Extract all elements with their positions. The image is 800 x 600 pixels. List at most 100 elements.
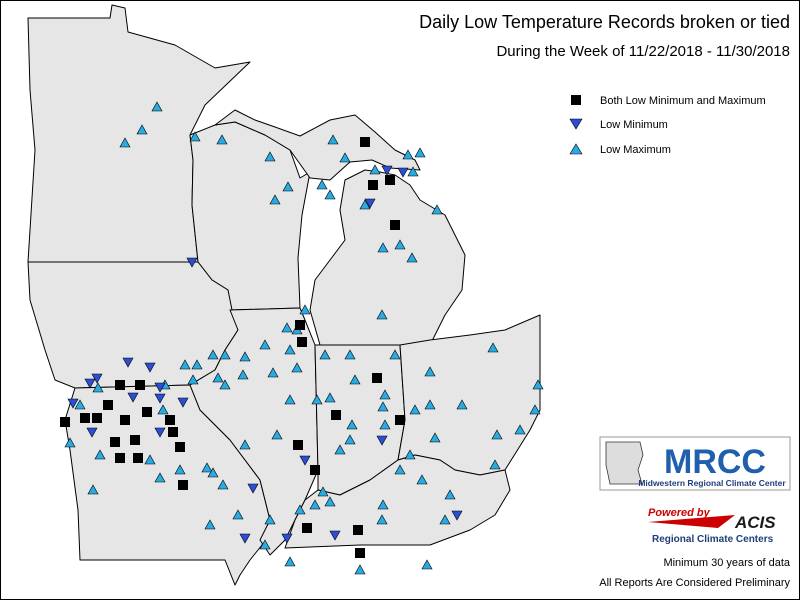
low-maximum-marker <box>414 147 426 158</box>
legend-label: Low Maximum <box>600 144 671 156</box>
low-maximum-marker <box>271 429 283 440</box>
low-maximum-marker <box>264 151 276 162</box>
legend-down-triangle <box>569 118 583 130</box>
low-maximum-marker <box>389 349 401 360</box>
both-record-marker <box>390 220 400 230</box>
low-minimum-marker <box>154 427 166 438</box>
low-maximum-marker <box>377 499 389 510</box>
low-maximum-marker <box>189 131 201 142</box>
both-record-marker <box>302 523 312 533</box>
both-record-marker <box>115 380 125 390</box>
acis-name: Regional Climate Centers <box>652 534 774 545</box>
both-record-marker <box>135 380 145 390</box>
both-record-marker <box>110 437 120 447</box>
low-maximum-marker <box>489 459 501 470</box>
michigan-upper <box>214 109 421 181</box>
low-maximum-marker <box>309 499 321 510</box>
low-maximum-marker <box>64 437 76 448</box>
low-maximum-marker <box>281 322 293 333</box>
low-minimum-marker <box>186 257 198 268</box>
acis-logo: Powered by ACIS Regional Climate Centers <box>648 507 776 545</box>
both-record-marker <box>385 175 395 185</box>
both-record-marker <box>297 337 307 347</box>
both-record-marker <box>368 180 378 190</box>
low-maximum-marker <box>406 252 418 263</box>
powered-by: Powered by <box>648 507 711 519</box>
low-minimum-marker <box>329 530 341 541</box>
both-record-marker <box>353 525 363 535</box>
low-maximum-marker <box>219 379 231 390</box>
low-maximum-marker <box>264 514 276 525</box>
low-maximum-marker <box>316 179 328 190</box>
both-record-marker <box>355 548 365 558</box>
low-maximum-marker <box>424 366 436 377</box>
low-maximum-marker <box>421 559 433 570</box>
both-record-marker <box>331 410 341 420</box>
low-maximum-marker <box>119 137 131 148</box>
low-minimum-marker <box>239 533 251 544</box>
low-maximum-marker <box>324 496 336 507</box>
low-maximum-marker <box>92 382 104 393</box>
note: All Reports Are Considered Preliminary <box>599 577 790 589</box>
low-maximum-marker <box>157 404 169 415</box>
low-maximum-marker <box>416 474 428 485</box>
low-maximum-marker <box>201 462 213 473</box>
low-maximum-marker <box>291 362 303 373</box>
both-record-marker <box>295 320 305 330</box>
low-maximum-marker <box>174 464 186 475</box>
low-maximum-marker <box>317 486 329 497</box>
low-maximum-marker <box>94 449 106 460</box>
low-maximum-marker <box>394 464 406 475</box>
low-minimum-marker <box>84 378 96 389</box>
low-maximum-marker <box>87 484 99 495</box>
both-record-marker <box>165 415 175 425</box>
low-maximum-marker <box>216 134 228 145</box>
low-maximum-marker <box>232 509 244 520</box>
low-maximum-marker <box>379 389 391 400</box>
low-maximum-marker <box>376 514 388 525</box>
low-maximum-marker <box>151 101 163 112</box>
low-maximum-marker <box>284 344 296 355</box>
low-maximum-marker <box>429 432 441 443</box>
low-minimum-marker <box>144 362 156 373</box>
low-maximum-marker <box>207 467 219 478</box>
low-maximum-marker <box>324 392 336 403</box>
low-maximum-marker <box>424 399 436 410</box>
low-maximum-marker <box>191 359 203 370</box>
low-maximum-marker <box>144 454 156 465</box>
low-maximum-marker <box>439 514 451 525</box>
legend-square <box>571 95 581 105</box>
low-maximum-marker <box>354 564 366 575</box>
low-maximum-marker <box>207 349 219 360</box>
low-maximum-marker <box>259 339 271 350</box>
low-maximum-marker <box>284 394 296 405</box>
note: Minimum 30 years of data <box>663 557 790 569</box>
low-maximum-marker <box>311 394 323 405</box>
legend-up-triangle <box>569 143 583 155</box>
both-record-marker <box>372 373 382 383</box>
both-record-marker <box>310 465 320 475</box>
title: Daily Low Temperature Records broken or … <box>419 12 790 32</box>
low-maximum-marker <box>239 351 251 362</box>
low-maximum-marker <box>407 166 419 177</box>
low-maximum-marker <box>179 359 191 370</box>
acis: ACIS <box>734 513 776 532</box>
low-maximum-marker <box>532 379 544 390</box>
legend-label: Low Minimum <box>600 119 668 131</box>
low-maximum-marker <box>267 367 279 378</box>
iowa <box>27 261 239 389</box>
both-record-marker <box>120 415 130 425</box>
low-maximum-marker <box>239 439 251 450</box>
low-minimum-marker <box>154 382 166 393</box>
low-maximum-marker <box>269 194 281 205</box>
low-maximum-marker <box>487 342 499 353</box>
low-minimum-marker <box>122 357 134 368</box>
logo-map <box>605 441 644 485</box>
low-maximum-marker <box>284 556 296 567</box>
low-maximum-marker <box>369 164 381 175</box>
low-maximum-marker <box>74 399 86 410</box>
both-record-marker <box>92 413 102 423</box>
low-maximum-marker <box>514 424 526 435</box>
low-maximum-marker <box>379 419 391 430</box>
low-maximum-marker <box>346 419 358 430</box>
